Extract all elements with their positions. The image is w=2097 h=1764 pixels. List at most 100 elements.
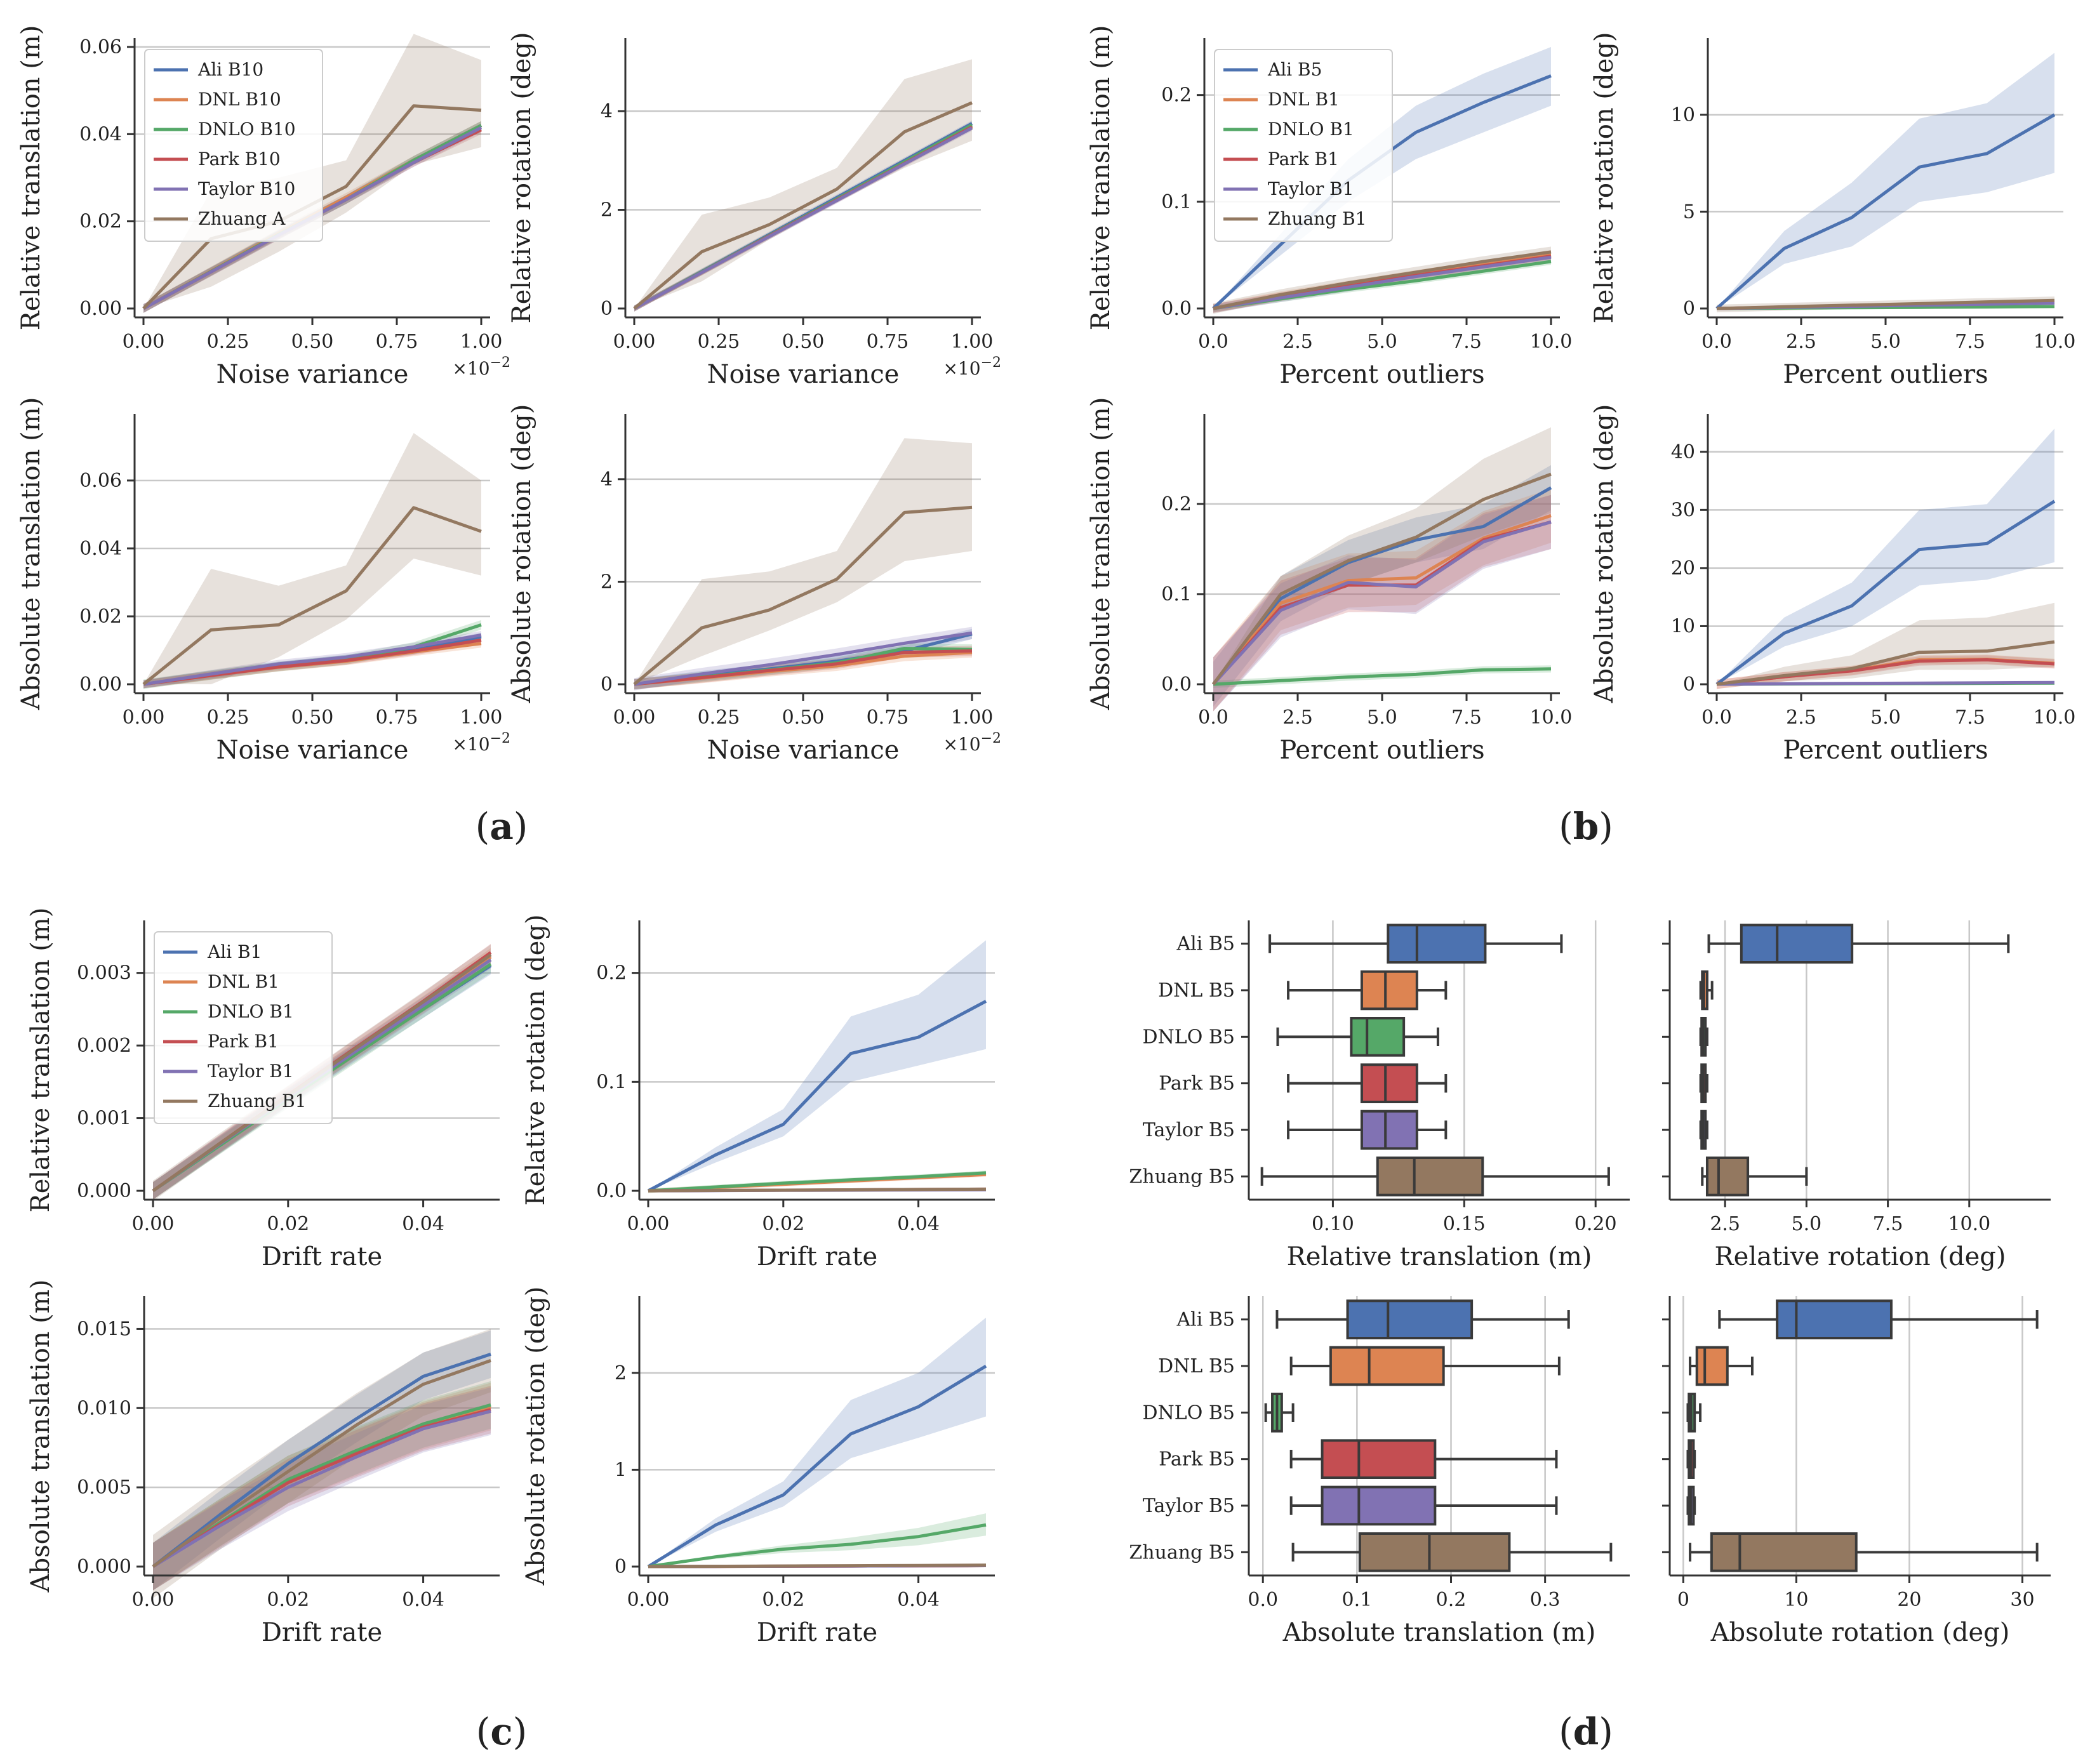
y-axis-title-a3: Absolute translation (m) <box>17 397 46 711</box>
x-tick-label-b4-4: 10.0 <box>2034 706 2076 729</box>
series-line-b3-zhuang <box>1211 472 1552 686</box>
y-axis-title-b3: Absolute translation (m) <box>1086 397 1115 711</box>
box-d2-park <box>1699 1063 1708 1104</box>
x-tick-label-b4-2: 5.0 <box>1870 706 1901 729</box>
series-line-c3-zhuang <box>152 1359 491 1568</box>
series-line-c2-zhuang <box>648 1187 987 1193</box>
chart-c1: 0.00 0.02 0.04 0.000 0.001 0.002 0.003 Drift ra… <box>26 908 500 1271</box>
x-tick-label-a3-2: 0.50 <box>291 706 334 729</box>
y-tick-label-c1-0: 0.000 <box>77 1180 131 1202</box>
y-tick-label-a4-2: 4 <box>601 468 613 491</box>
y-tick-label-a4-1: 2 <box>601 571 613 593</box>
box-d4-dnlo <box>1686 1393 1702 1433</box>
sci-multiplier-a2: ×10−2 <box>943 355 1001 379</box>
x-tick-label-b3-1: 2.5 <box>1282 706 1313 729</box>
chart-c4: 0.00 0.02 0.04 0 1 2 Drift rate Absolute rotati… <box>521 1287 995 1647</box>
box-d2-dnlo <box>1699 1017 1708 1057</box>
legend-label-c1-5: Zhuang B1 <box>208 1091 306 1111</box>
y-tick-label-d3-5: Zhuang B5 <box>1129 1541 1235 1563</box>
x-tick-label-b3-4: 10.0 <box>1530 706 1573 729</box>
legend-label-a1-1: DNL B10 <box>198 89 281 110</box>
x-tick-label-d4-2: 20 <box>1897 1589 1921 1611</box>
y-tick-label-b4-0: 0 <box>1683 673 1695 696</box>
box-d3-dnl <box>1289 1346 1561 1386</box>
box-d4-dnl <box>1689 1346 1754 1386</box>
x-tick-label-b1-4: 10.0 <box>1530 331 1573 353</box>
x-tick-label-a3-3: 0.75 <box>376 706 418 729</box>
y-tick-label-a2-2: 4 <box>601 100 613 123</box>
y-axis-title-c4: Absolute rotation (deg) <box>521 1287 550 1586</box>
y-axis-title-b2: Relative rotation (deg) <box>1590 32 1619 324</box>
x-tick-label-b3-0: 0.0 <box>1198 706 1228 729</box>
legend-frame-b1 <box>1214 49 1393 242</box>
x-tick-label-b2-0: 0.0 <box>1701 331 1732 353</box>
series-line-b2-zhuang <box>1716 298 2055 310</box>
series-line-c2-dnlo <box>648 1171 987 1193</box>
legend-label-a1-5: Zhuang A <box>198 208 286 229</box>
y-tick-label-a1-2: 0.04 <box>79 123 122 145</box>
chart-d2: 2.5 5.0 7.5 10.0 Relative rotation (deg) <box>1662 920 2051 1271</box>
iqr-box-d4-0 <box>1776 1299 1893 1339</box>
x-tick-label-d4-3: 30 <box>2010 1589 2034 1611</box>
box-d1-dnl <box>1287 970 1448 1011</box>
series-line-a2-zhuang <box>633 101 973 310</box>
x-tick-label-c2-0: 0.00 <box>627 1213 670 1235</box>
x-tick-label-b2-4: 10.0 <box>2034 331 2076 353</box>
legend-label-c1-2: DNLO B1 <box>208 1001 294 1022</box>
x-tick-label-c1-1: 0.02 <box>267 1213 309 1235</box>
x-tick-label-c2-2: 0.04 <box>897 1213 940 1235</box>
series-line-b3-dnlo <box>1213 667 1552 686</box>
x-tick-label-b4-3: 7.5 <box>1955 706 1985 729</box>
legend-label-a1-3: Park B10 <box>198 149 281 169</box>
x-tick-label-b3-3: 7.5 <box>1451 706 1482 729</box>
y-tick-label-c3-1: 0.005 <box>77 1476 131 1499</box>
y-tick-label-c1-3: 0.003 <box>77 962 131 985</box>
y-tick-label-a3-0: 0.00 <box>79 673 122 696</box>
box-d3-taylor <box>1289 1485 1558 1526</box>
y-tick-label-b4-4: 40 <box>1671 441 1695 463</box>
y-axis-title-a2: Relative rotation (deg) <box>507 32 536 324</box>
iqr-box-d2-5 <box>1705 1157 1750 1197</box>
box-d3-zhuang <box>1291 1532 1613 1572</box>
y-tick-label-d3-3: Park B5 <box>1159 1449 1235 1471</box>
iqr-box-d1-5 <box>1376 1157 1484 1197</box>
series-line-b1-taylor <box>1213 255 1552 310</box>
box-d4-park <box>1686 1439 1696 1479</box>
x-tick-label-d3-3: 0.3 <box>1530 1589 1561 1611</box>
x-tick-label-d3-0: 0.0 <box>1248 1589 1278 1611</box>
x-tick-label-a2-4: 1.00 <box>951 331 994 353</box>
x-tick-label-a1-1: 0.25 <box>207 331 250 353</box>
y-axis-title-a1: Relative translation (m) <box>17 25 46 331</box>
x-axis-title-d1: Relative translation (m) <box>1287 1242 1592 1271</box>
legend-label-c1-1: DNL B1 <box>208 971 279 992</box>
series-line-a3-zhuang <box>142 506 482 686</box>
y-tick-label-c3-0: 0.000 <box>77 1556 131 1578</box>
legend-label-c1-4: Taylor B1 <box>208 1061 294 1082</box>
sci-multiplier-a1: ×10−2 <box>452 355 510 379</box>
chart-b3: 0.0 2.5 5.0 7.5 10.0 0.0 0.1 0.2 Percent outlier… <box>1086 397 1572 765</box>
series-line-a3-taylor <box>143 633 482 686</box>
legend-a1: Ali B10 DNL B10 DNLO B10 Park B10 Taylor B10… <box>144 49 323 242</box>
x-tick-label-c1-0: 0.00 <box>132 1213 175 1235</box>
series-line-a4-zhuang <box>633 505 973 686</box>
chart-b4: 0.0 2.5 5.0 7.5 10.0 0 10 20 30 40 Percent outlier… <box>1590 404 2075 765</box>
x-tick-label-d3-1: 0.1 <box>1342 1589 1373 1611</box>
y-tick-label-b2-0: 0 <box>1683 298 1695 320</box>
y-axis-title-b1: Relative translation (m) <box>1086 25 1115 331</box>
y-tick-label-d3-1: DNL B5 <box>1158 1355 1235 1377</box>
x-tick-label-b1-0: 0.0 <box>1198 331 1228 353</box>
y-tick-label-a3-3: 0.06 <box>79 470 122 492</box>
x-tick-label-d1-0: 0.10 <box>1312 1213 1354 1235</box>
x-tick-label-a4-0: 0.00 <box>613 706 656 729</box>
y-tick-label-b2-2: 10 <box>1671 104 1695 126</box>
y-tick-label-b3-0: 0.0 <box>1161 673 1192 696</box>
iqr-box-d3-3 <box>1321 1439 1437 1479</box>
box-d1-dnlo <box>1276 1017 1439 1057</box>
iqr-box-d1-3 <box>1360 1063 1418 1104</box>
band-b3-ali <box>1213 465 1551 707</box>
x-tick-label-a4-3: 0.75 <box>867 706 909 729</box>
band-c4-dnlo <box>648 1513 986 1567</box>
legend-label-a1-0: Ali B10 <box>197 59 263 80</box>
chart-d3: Ali B5 DNL B5 DNLO B5 Park B5 Taylor B5 Zhuan… <box>1129 1296 1630 1647</box>
sci-multiplier-a3: ×10−2 <box>452 731 510 755</box>
